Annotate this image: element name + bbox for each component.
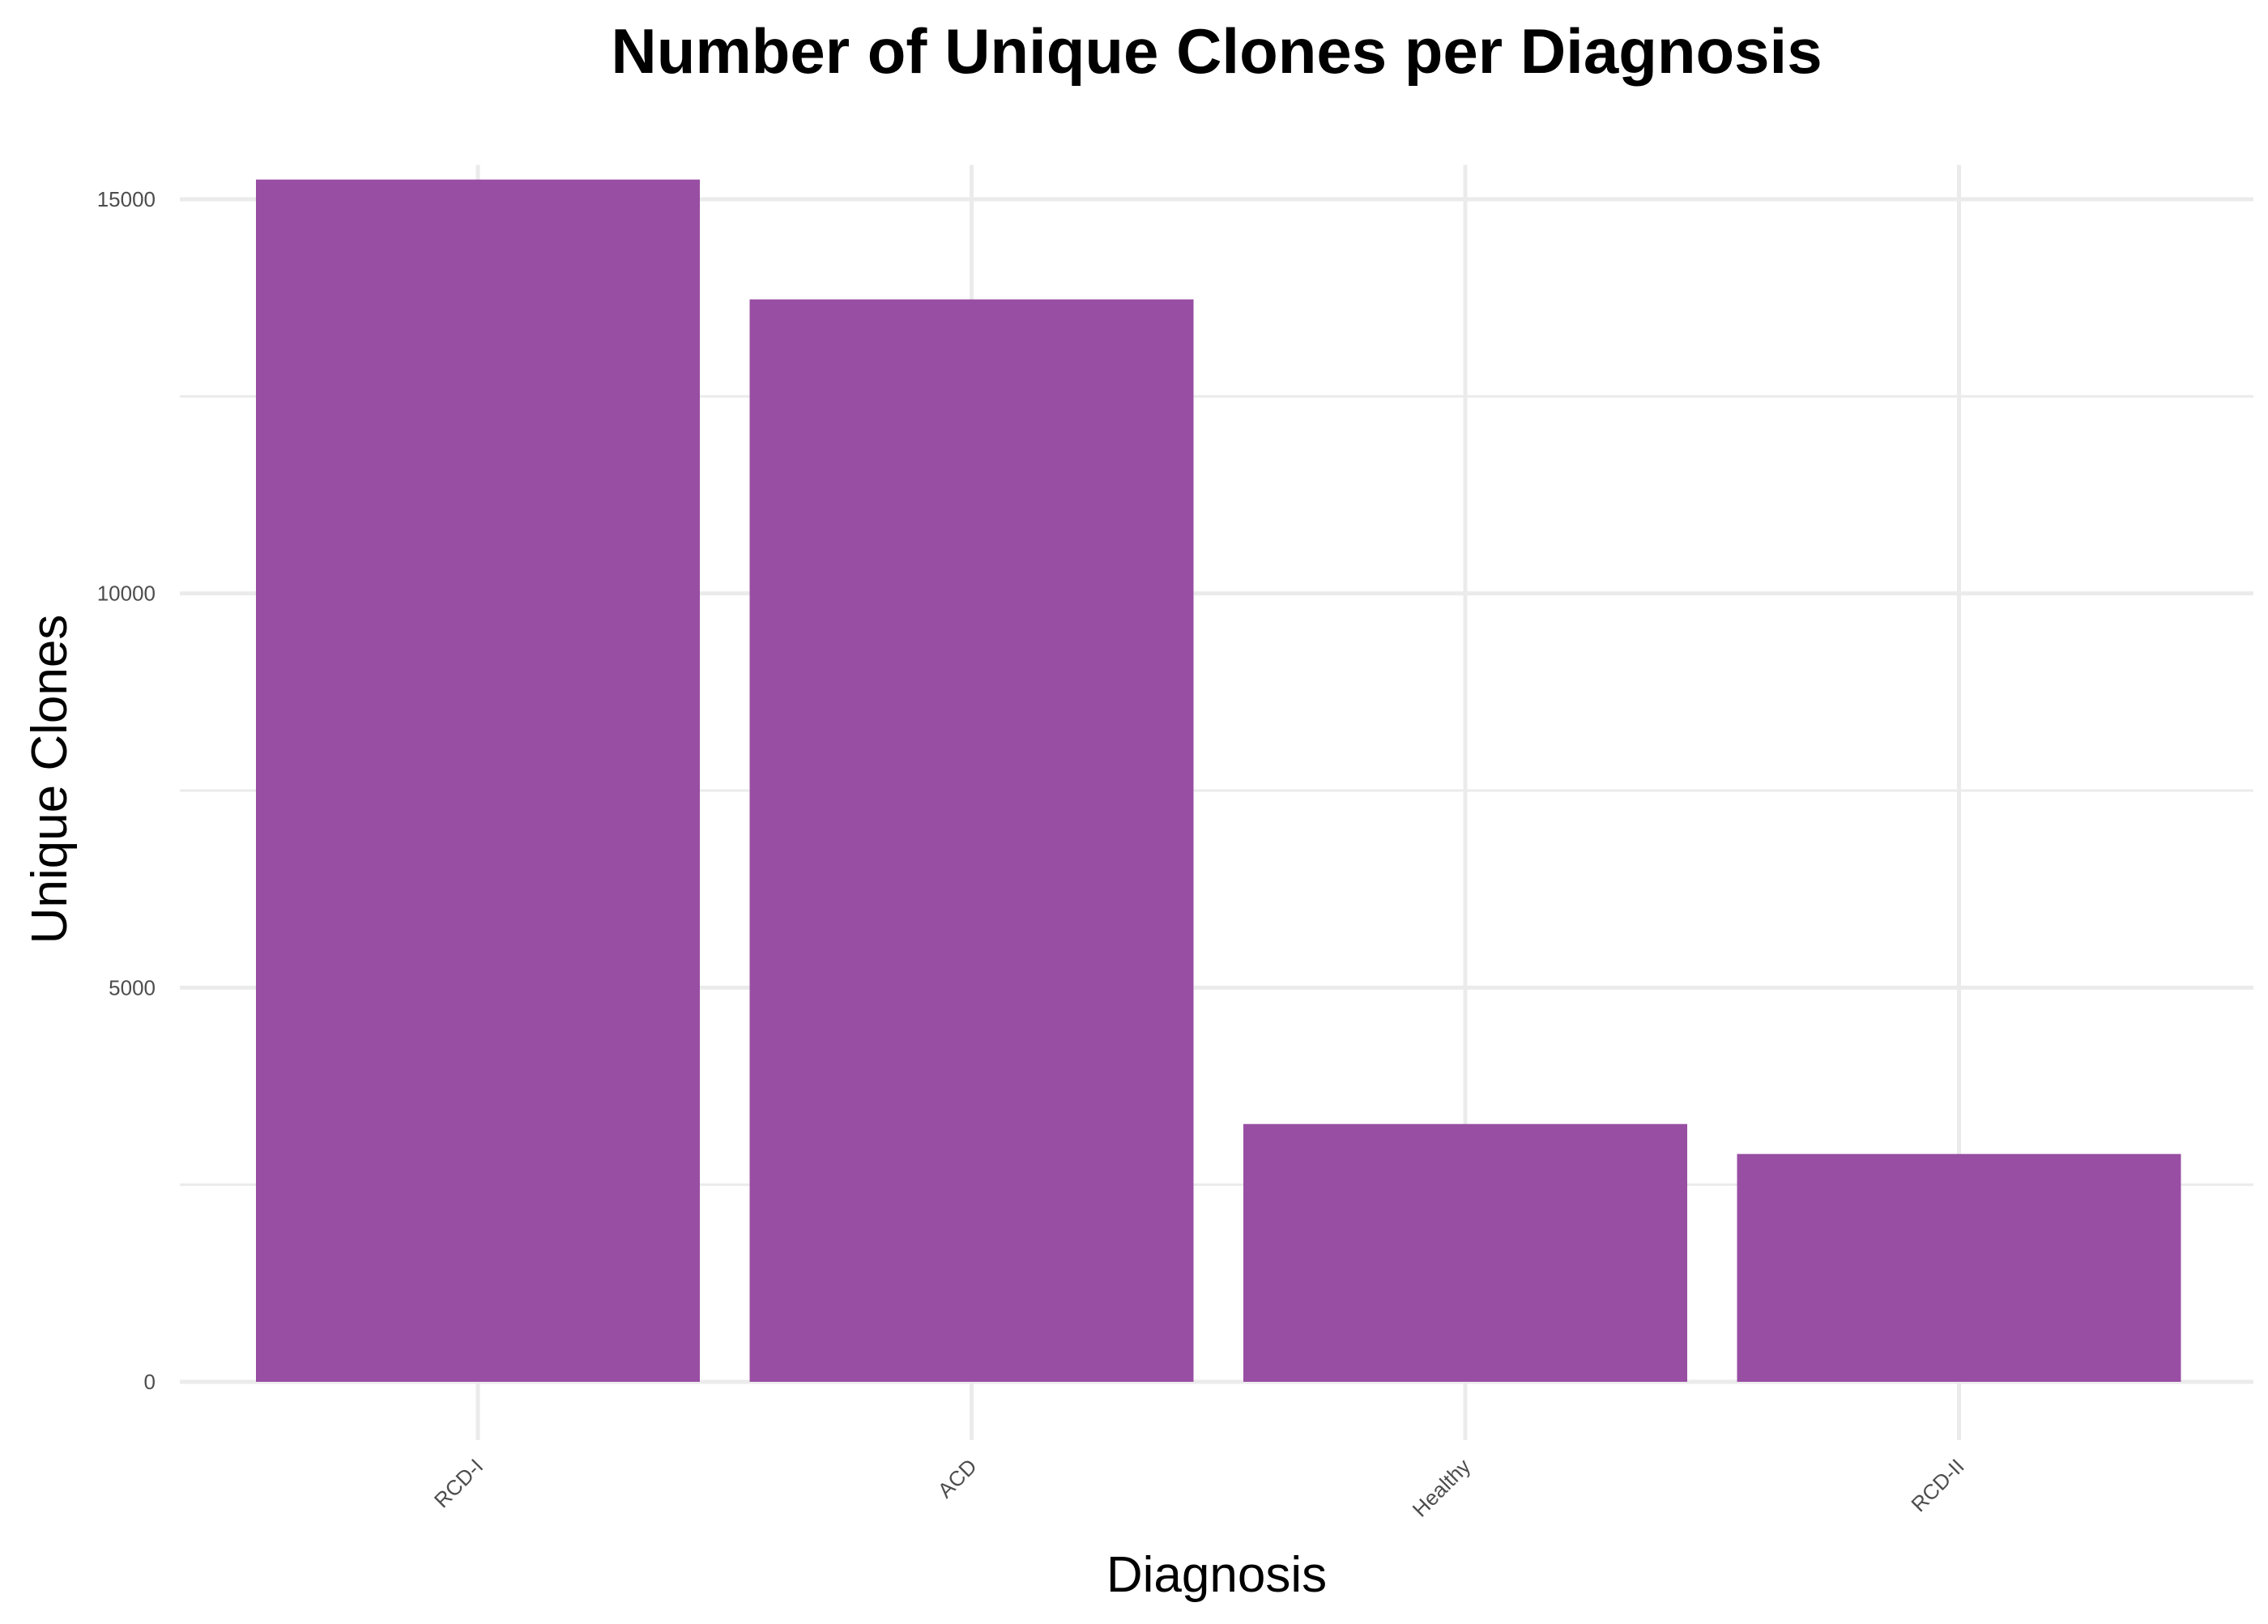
y-tick-label: 15000 <box>97 187 156 211</box>
y-tick-label: 5000 <box>109 975 156 1000</box>
bar-healthy <box>1243 1123 1687 1382</box>
x-tick-label: RCD-II <box>1906 1454 1968 1516</box>
x-tick-label: ACD <box>933 1454 982 1503</box>
y-tick-label: 10000 <box>97 582 156 606</box>
x-tick-label: RCD-I <box>429 1454 488 1512</box>
x-tick-labels: RCD-I ACD Healthy RCD-II <box>429 1454 1969 1522</box>
chart-title: Number of Unique Clones per Diagnosis <box>611 15 1822 87</box>
y-tick-labels: 0 5000 10000 15000 <box>97 187 156 1394</box>
bar-layer <box>256 179 2181 1383</box>
y-axis-title: Unique Clones <box>22 615 78 944</box>
bar-acd <box>749 299 1194 1383</box>
bar-rcd-i <box>256 179 700 1383</box>
y-tick-label: 0 <box>144 1370 156 1394</box>
x-tick-label: Healthy <box>1408 1454 1476 1522</box>
bar-rcd-ii <box>1737 1153 2181 1382</box>
x-axis-title: Diagnosis <box>1106 1547 1327 1603</box>
